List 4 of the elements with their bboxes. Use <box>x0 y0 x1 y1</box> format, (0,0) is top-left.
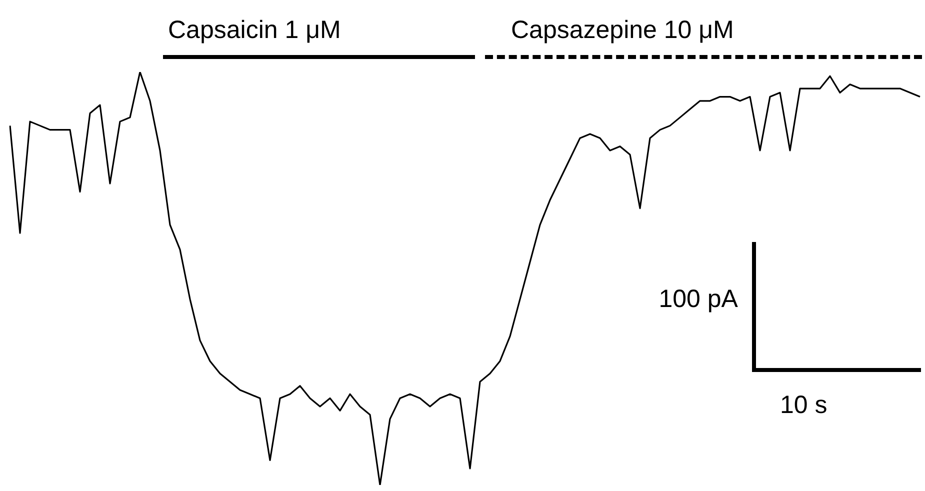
annotation: 10 s <box>780 391 828 419</box>
annotation: 100 pA <box>658 285 738 313</box>
text: Capsaicin 1 μM <box>168 16 341 44</box>
text: Capsazepine 10 μM <box>511 16 734 44</box>
